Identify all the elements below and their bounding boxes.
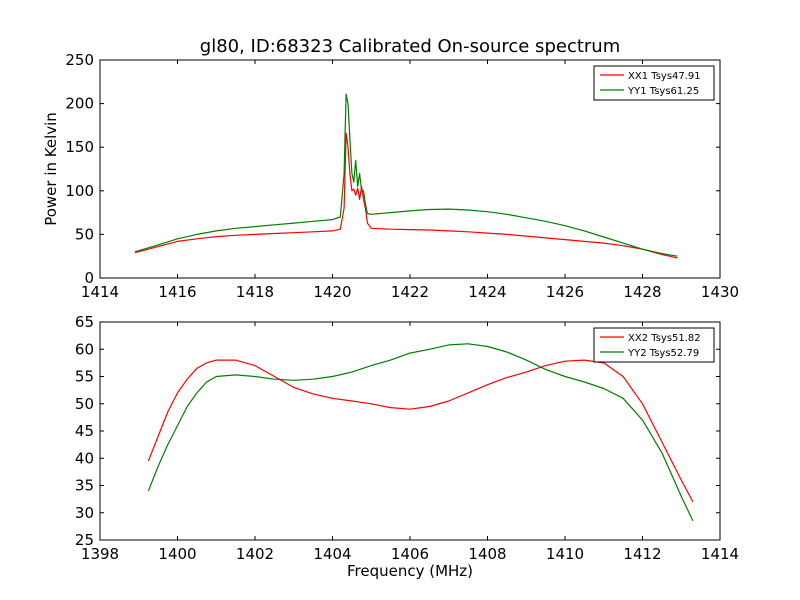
- panel-0-series-line-0: [134, 132, 678, 259]
- panel-0-y-tick-label-3: 150: [65, 138, 94, 156]
- panel-1-y-tick-label-5: 50: [75, 395, 94, 413]
- panel-1-x-tick-label-4: 1406: [391, 545, 429, 563]
- spectrum-panel-top: 1414 1416 1418 1420 1422 1424 1426 1428 1430 0 50 1…: [42, 51, 739, 301]
- panel-0-y-tick-label-2: 100: [65, 182, 94, 200]
- panel-0-x-tick-label-8: 1430: [701, 283, 739, 301]
- panel-1-series-line-1: [147, 343, 694, 522]
- panel-1-legend-box: [593, 327, 715, 363]
- panel-1-x-axis-label: Frequency (MHz): [347, 562, 473, 580]
- panel-1-y-tick-label-4: 45: [75, 422, 94, 440]
- panel-0-x-tick-label-6: 1426: [546, 283, 584, 301]
- figure-title: gl80, ID:68323 Calibrated On-source spec…: [200, 36, 620, 57]
- panel-0-legend-label-0: XX1 Tsys47.91: [628, 71, 701, 82]
- panel-1-legend-label-1: YY2 Tsys52.79: [627, 348, 699, 359]
- panel-0-y-tick-label-4: 200: [65, 95, 94, 113]
- panel-0-x-tick-label-1: 1416: [158, 283, 196, 301]
- panel-1-y-tick-label-8: 65: [75, 313, 94, 331]
- panel-1-x-tick-label-2: 1402: [236, 545, 274, 563]
- panel-1-legend-label-0: XX2 Tsys51.82: [628, 333, 701, 344]
- panel-0-x-tick-label-2: 1418: [236, 283, 274, 301]
- panel-1-y-tick-label-1: 30: [75, 504, 94, 522]
- panel-1-y-tick-label-6: 55: [75, 368, 94, 386]
- panel-1-x-tick-label-3: 1404: [313, 545, 351, 563]
- panel-0-x-tick-label-4: 1422: [391, 283, 429, 301]
- panel-0-y-tick-label-1: 50: [75, 225, 94, 243]
- panel-0-x-tick-label-7: 1428: [623, 283, 661, 301]
- panel-0-series-line-1: [134, 93, 678, 257]
- panel-1-x-tick-label-8: 1414: [701, 545, 739, 563]
- panel-0-x-tick-label-0: 1414: [81, 283, 119, 301]
- panel-0-y-tick-label-0: 0: [84, 269, 94, 287]
- panel-1-x-tick-label-5: 1408: [468, 545, 506, 563]
- panel-1-x-tick-label-1: 1400: [158, 545, 196, 563]
- panel-1-y-tick-label-3: 40: [75, 449, 94, 467]
- panel-0-x-tick-label-3: 1420: [313, 283, 351, 301]
- spectrum-panel-bottom: 1398 1400 1402 1404 1406 1408 1410 1412 1414 25 30…: [75, 313, 739, 580]
- panel-1-y-tick-label-2: 35: [75, 477, 94, 495]
- panel-1-x-tick-label-7: 1412: [623, 545, 661, 563]
- panel-1-y-tick-label-0: 25: [75, 531, 94, 549]
- panel-0-y-tick-label-5: 250: [65, 51, 94, 69]
- panel-1-y-tick-label-7: 60: [75, 340, 94, 358]
- panel-1-x-tick-label-6: 1410: [546, 545, 584, 563]
- panel-0-x-tick-label-5: 1424: [468, 283, 506, 301]
- panel-0-legend-box: [593, 65, 715, 101]
- panel-1-x-tick-label-0: 1398: [81, 545, 119, 563]
- panel-0-y-axis-label: Power in Kelvin: [42, 112, 60, 226]
- panel-0-legend-label-1: YY1 Tsys61.25: [627, 86, 699, 97]
